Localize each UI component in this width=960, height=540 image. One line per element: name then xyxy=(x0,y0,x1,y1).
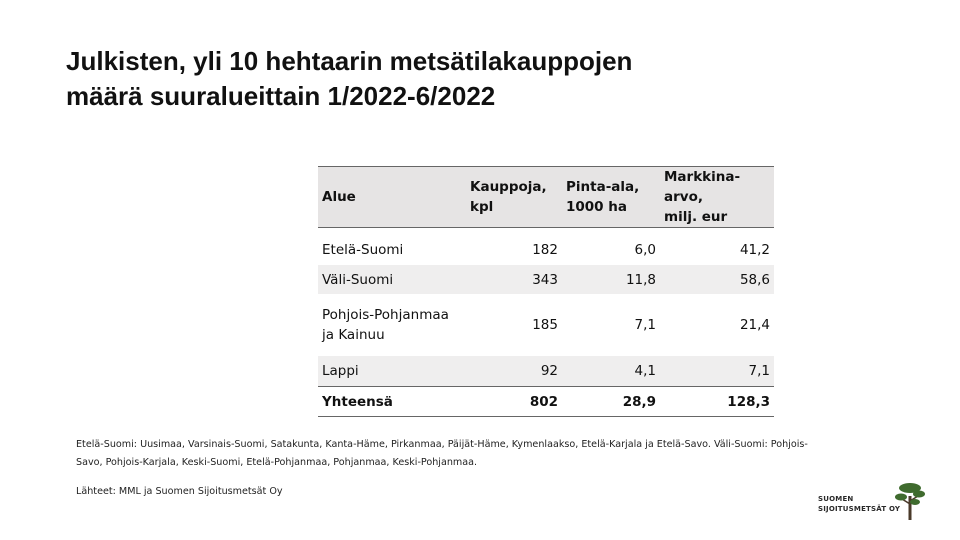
cell-size: 6,0 xyxy=(634,241,656,258)
logo-text-line-1: SUOMEN xyxy=(818,495,854,503)
cell-value: 21,4 xyxy=(739,317,770,333)
slide-title-line-1: Julkisten, yli 10 hehtaarin metsätilakau… xyxy=(66,46,633,76)
total-size: 28,9 xyxy=(562,386,660,417)
total-value: 128,3 xyxy=(660,386,774,417)
slide-title: Julkisten, yli 10 hehtaarin metsätilakau… xyxy=(66,44,632,114)
table-row: Väli-Suomi 343 11,8 58,6 xyxy=(318,265,774,294)
cell-value: 7,1 xyxy=(660,356,774,387)
cell-size: 4,1 xyxy=(562,356,660,387)
logo-wordmark: SUOMEN SIJOITUSMETSÄT OY xyxy=(818,494,900,514)
company-logo: SUOMEN SIJOITUSMETSÄT OY xyxy=(808,482,926,524)
area-name: Pohjois-Pohjanmaa xyxy=(322,307,449,323)
header-value-line-1: Markkina-arvo, xyxy=(664,169,741,205)
cell-area: Lappi xyxy=(318,356,466,387)
footnote-line-2: Savo, Pohjois-Karjala, Keski-Suomi, Etel… xyxy=(76,457,478,468)
forest-sales-table: Alue Kauppoja, kpl Pinta-ala, 1000 ha Ma… xyxy=(318,166,774,417)
footnote-line-1: Etelä-Suomi: Uusimaa, Varsinais-Suomi, S… xyxy=(76,439,808,450)
table-header-row: Alue Kauppoja, kpl Pinta-ala, 1000 ha Ma… xyxy=(318,166,774,228)
area-name-line-2: ja Kainuu xyxy=(322,327,385,343)
logo-text-line-2: SIJOITUSMETSÄT OY xyxy=(818,505,901,513)
cell-size: 7,1 xyxy=(634,317,656,333)
sources-note: Lähteet: MML ja Suomen Sijoitusmetsät Oy xyxy=(76,486,283,497)
header-market-value: Markkina-arvo, milj. eur xyxy=(660,166,774,228)
header-size-line-1: Pinta-ala, xyxy=(566,179,640,195)
cell-size: 11,8 xyxy=(562,265,660,294)
cell-area: Väli-Suomi xyxy=(318,265,466,294)
pine-tree-icon xyxy=(895,483,925,520)
cell-count: 92 xyxy=(466,356,562,387)
header-count: Kauppoja, kpl xyxy=(466,166,562,228)
tree-trunk xyxy=(908,496,912,520)
table-total-row: Yhteensä 802 28,9 128,3 xyxy=(318,386,774,417)
table-row: Pohjois-Pohjanmaa ja Kainuu 185 7,1 21,4 xyxy=(318,294,774,356)
tree-crown xyxy=(910,499,920,505)
header-area-label: Alue xyxy=(322,189,356,205)
header-area-size: Pinta-ala, 1000 ha xyxy=(562,166,660,228)
tree-crown xyxy=(899,483,921,493)
slide-title-line-2: määrä suuralueittain 1/2022-6/2022 xyxy=(66,81,496,111)
area-name: Lappi xyxy=(322,363,359,379)
cell-area: Etelä-Suomi xyxy=(318,234,466,265)
area-name: Väli-Suomi xyxy=(322,271,394,288)
cell-count: 185 xyxy=(532,317,558,333)
total-count: 802 xyxy=(466,386,562,417)
header-area: Alue xyxy=(318,166,466,228)
cell-value: 41,2 xyxy=(739,241,770,258)
cell-count: 343 xyxy=(466,265,562,294)
tree-crown xyxy=(913,490,925,498)
cell-area: Pohjois-Pohjanmaa ja Kainuu xyxy=(318,294,466,356)
header-size-line-2: 1000 ha xyxy=(566,199,627,215)
table-row: Etelä-Suomi 182 6,0 41,2 xyxy=(318,234,774,265)
cell-count: 182 xyxy=(532,241,558,258)
header-count-line-1: Kauppoja, xyxy=(470,179,547,195)
header-value-line-2: milj. eur xyxy=(664,209,728,225)
table-row: Lappi 92 4,1 7,1 xyxy=(318,356,774,387)
region-footnote: Etelä-Suomi: Uusimaa, Varsinais-Suomi, S… xyxy=(76,436,836,472)
total-label: Yhteensä xyxy=(318,386,466,417)
cell-value: 58,6 xyxy=(660,265,774,294)
header-count-line-2: kpl xyxy=(470,199,494,215)
area-name: Etelä-Suomi xyxy=(322,241,404,258)
tree-crown xyxy=(895,493,907,501)
